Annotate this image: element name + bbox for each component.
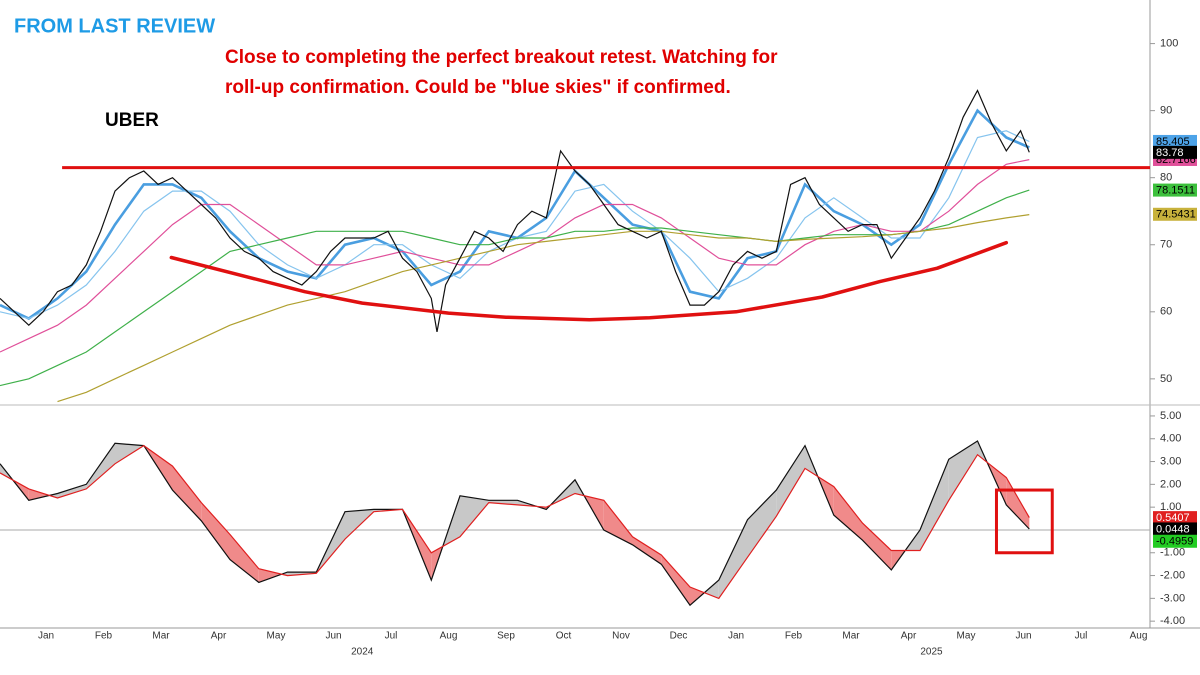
osc-fill	[661, 555, 690, 606]
osc-fill	[230, 534, 259, 583]
y-tick-label: -3.00	[1160, 592, 1185, 604]
year-label: 2025	[920, 647, 943, 658]
osc-fill	[460, 495, 489, 537]
y-tick-label: 80	[1160, 172, 1172, 184]
highlight-box	[994, 488, 1054, 555]
x-tick-label: Feb	[785, 631, 803, 642]
value-tag	[1153, 207, 1197, 221]
annotation: Close to completing the perfect breakout…	[225, 47, 778, 68]
chart-title: UBER	[105, 110, 159, 131]
value-tag-label: -0.4959	[1156, 536, 1193, 548]
osc-fill	[920, 459, 949, 551]
x-tick-label: Jan	[38, 631, 54, 642]
osc-fill	[258, 568, 282, 583]
x-tick-label: Jun	[1015, 631, 1031, 642]
value-tag-label: 74.5431	[1156, 209, 1196, 221]
y-tick-label: 50	[1160, 373, 1172, 385]
y-tick-label: -2.00	[1160, 569, 1185, 581]
x-tick-label: Jun	[325, 631, 341, 642]
value-tag	[1153, 511, 1197, 525]
annotation: roll-up confirmation. Could be "blue ski…	[225, 77, 731, 98]
value-tag	[1153, 522, 1197, 536]
value-tag-label: 78.1511	[1156, 184, 1195, 196]
x-tick-label: Feb	[95, 631, 113, 642]
y-tick-label: -1.00	[1160, 547, 1185, 559]
x-tick-label: Apr	[211, 631, 227, 642]
x-tick-label: Aug	[1130, 631, 1148, 642]
osc-fill	[57, 484, 87, 498]
x-tick-label: Jul	[385, 631, 398, 642]
value-tag-label: 0.0448	[1156, 523, 1190, 535]
osc-fill	[718, 519, 748, 599]
value-tag-label: 85.405	[1156, 136, 1190, 148]
y-tick-label: 90	[1160, 105, 1172, 117]
osc-fill	[948, 441, 978, 501]
osc-fill	[632, 536, 662, 565]
y-tick-label: 60	[1160, 306, 1172, 318]
y-tick-label: 5.00	[1160, 410, 1181, 422]
moving-average	[0, 189, 1030, 387]
y-tick-label: 70	[1160, 239, 1172, 251]
x-tick-label: Apr	[901, 631, 917, 642]
y-tick-label: 1.00	[1160, 501, 1181, 513]
header: FROM LAST REVIEW	[14, 15, 215, 37]
value-tag-label: 83.78	[1156, 147, 1184, 159]
y-tick-label: 100	[1160, 37, 1178, 49]
cup-curve	[169, 240, 1009, 322]
x-tick-label: Oct	[556, 631, 572, 642]
osc-fill	[201, 502, 230, 560]
value-tag	[1153, 145, 1197, 159]
x-tick-label: Nov	[612, 631, 630, 642]
x-tick-label: May	[957, 631, 976, 642]
osc-fill	[776, 445, 805, 517]
x-tick-label: May	[267, 631, 286, 642]
value-tag-label: 0.5407	[1156, 512, 1190, 524]
series-line	[0, 444, 1030, 600]
osc-fill	[862, 523, 892, 570]
value-tag	[1153, 534, 1197, 548]
x-tick-label: Mar	[842, 631, 860, 642]
x-tick-label: Dec	[670, 631, 688, 642]
value-tag	[1153, 134, 1197, 148]
x-tick-label: Aug	[440, 631, 458, 642]
osc-fill	[86, 443, 115, 489]
value-tag	[1153, 183, 1197, 197]
osc-fill	[28, 488, 50, 501]
x-tick-label: Mar	[152, 631, 170, 642]
y-tick-label: 3.00	[1160, 455, 1181, 467]
moving-average	[57, 214, 1030, 403]
x-tick-label: Jan	[728, 631, 744, 642]
year-label: 2024	[351, 647, 374, 658]
series-line	[0, 89, 1030, 333]
series-line	[0, 440, 1030, 607]
osc-fill	[833, 486, 863, 541]
osc-fill	[747, 490, 777, 558]
y-tick-label: 2.00	[1160, 478, 1181, 490]
osc-fill	[172, 466, 202, 521]
x-tick-label: Jul	[1075, 631, 1088, 642]
x-tick-label: Sep	[497, 631, 515, 642]
y-tick-label: 4.00	[1160, 433, 1181, 445]
y-tick-label: -4.00	[1160, 615, 1185, 627]
